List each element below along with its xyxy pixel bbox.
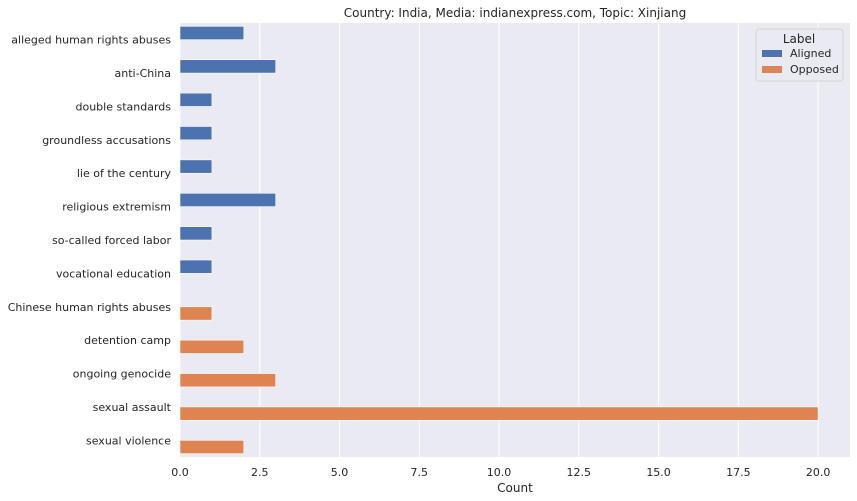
bar (179, 306, 213, 321)
x-tick-label: 20.0 (806, 466, 831, 479)
plot-background (180, 23, 850, 457)
y-tick-labels: alleged human rights abuses anti-China dou… (8, 34, 172, 448)
legend-entry: Opposed (790, 63, 839, 76)
x-axis-label: Count (497, 481, 533, 495)
y-tick-label: so-called forced labor (52, 234, 171, 247)
x-tick-label: 0.0 (171, 466, 189, 479)
bar (179, 59, 277, 74)
bars (179, 26, 819, 454)
y-tick-label: alleged human rights abuses (11, 34, 171, 47)
chart-title: Country: India, Media: indianexpress.com… (344, 6, 686, 20)
y-tick-label: sexual assault (93, 401, 172, 414)
y-tick-label: religious extremism (62, 201, 171, 214)
x-tick-label: 5.0 (331, 466, 349, 479)
legend: Label Aligned Opposed (755, 28, 844, 82)
x-tick-label: 17.5 (726, 466, 751, 479)
bar (179, 259, 213, 274)
y-tick-label: groundless accusations (42, 134, 171, 147)
x-tick-label: 12.5 (567, 466, 592, 479)
bar (179, 226, 213, 241)
legend-swatch (762, 66, 782, 73)
legend-swatch (762, 50, 782, 57)
bar (179, 159, 213, 174)
x-tick-label: 15.0 (646, 466, 671, 479)
y-tick-label: sexual violence (86, 434, 171, 447)
legend-items: Aligned Opposed (762, 47, 839, 76)
bar (179, 373, 277, 388)
y-tick-label: vocational education (56, 267, 171, 280)
bar (179, 92, 213, 107)
y-tick-label: lie of the century (77, 167, 172, 180)
y-tick-label: Chinese human rights abuses (8, 301, 172, 314)
bar (179, 406, 819, 421)
y-tick-label: double standards (75, 100, 171, 113)
bar (179, 339, 245, 354)
x-tick-labels: 0.0 2.5 5.0 7.5 10.0 12.5 15.0 17.5 20.0 (171, 466, 830, 479)
bar (179, 126, 213, 141)
grid-lines (179, 23, 819, 457)
bar (179, 26, 245, 40)
legend-entry: Aligned (790, 47, 831, 60)
x-tick-label: 10.0 (487, 466, 512, 479)
legend-title: Label (783, 32, 815, 46)
bar (179, 440, 245, 454)
y-tick-label: ongoing genocide (73, 368, 171, 381)
bar (179, 192, 277, 207)
x-tick-label: 2.5 (251, 466, 269, 479)
y-tick-label: anti-China (115, 67, 171, 80)
y-tick-label: detention camp (84, 334, 171, 347)
x-tick-label: 7.5 (411, 466, 429, 479)
